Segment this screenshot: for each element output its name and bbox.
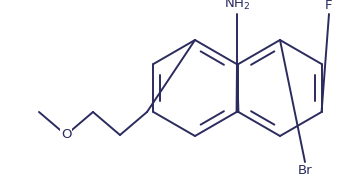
Text: F: F: [325, 0, 333, 12]
Text: NH$_2$: NH$_2$: [224, 0, 250, 12]
Text: Br: Br: [298, 164, 312, 176]
Text: O: O: [61, 128, 71, 142]
